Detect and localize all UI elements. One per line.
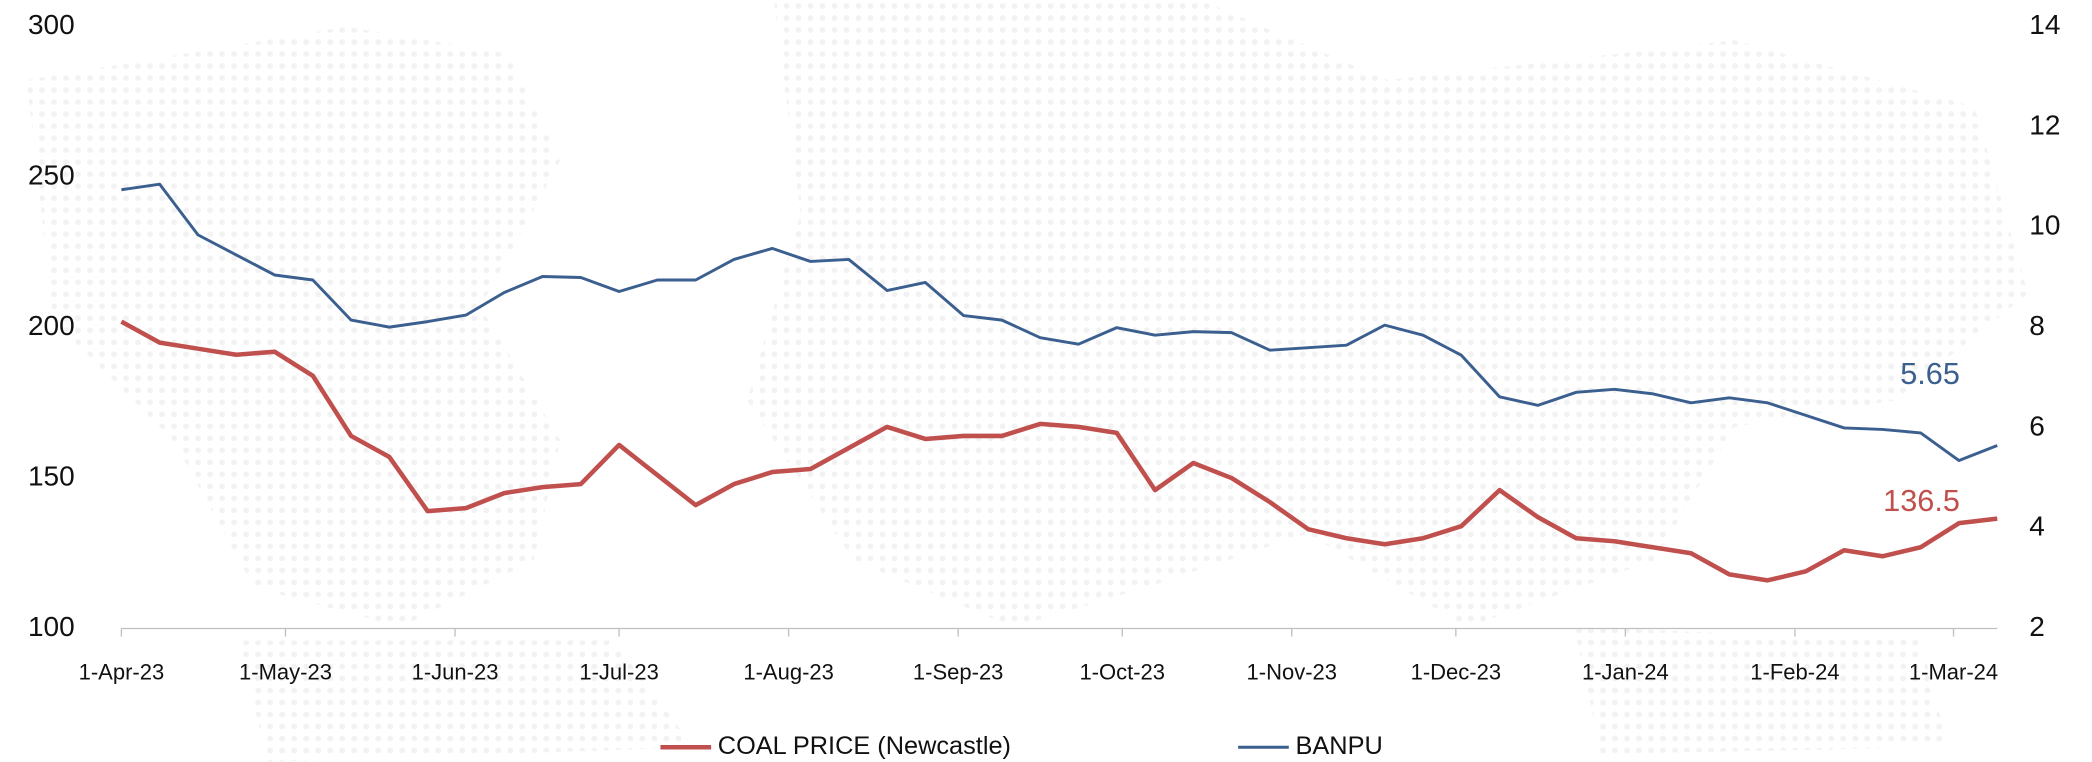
series-line xyxy=(121,182,1998,462)
plot-area: 136.5 5.65 xyxy=(120,182,1998,583)
x-tick-label: 1-Jul-23 xyxy=(579,660,658,685)
y2-tick-label: 6 xyxy=(2029,410,2045,441)
x-tick-label: 1-Apr-23 xyxy=(79,660,165,685)
x-tick-label: 1-Nov-23 xyxy=(1247,660,1337,685)
axes: 100 150 200 250 300 2 4 6 8 10 12 14 1-Apr-23 1-May-2… xyxy=(28,9,2060,684)
x-tick-label: 1-Dec-23 xyxy=(1411,660,1501,685)
x-tick-label: 1-Oct-23 xyxy=(1079,660,1165,685)
y2-tick-label: 4 xyxy=(2029,511,2045,542)
x-tick-label: 1-Mar-24 xyxy=(1909,660,1998,685)
x-tick-label: 1-Sep-23 xyxy=(913,660,1004,685)
y2-tick-label: 8 xyxy=(2029,310,2045,341)
y2-tick-label: 12 xyxy=(2029,109,2060,140)
y-tick-label: 200 xyxy=(28,310,75,341)
y-tick-label: 250 xyxy=(28,160,75,191)
y2-tick-label: 2 xyxy=(2029,611,2045,642)
legend-label: BANPU xyxy=(1295,732,1382,760)
data-label: 136.5 xyxy=(1883,483,1960,518)
legend-label: COAL PRICE (Newcastle) xyxy=(718,732,1011,760)
data-label: 5.65 xyxy=(1900,356,1960,391)
x-tick-label: 1-Feb-24 xyxy=(1750,660,1839,685)
series-line xyxy=(120,319,1998,583)
x-tick-label: 1-Jun-23 xyxy=(412,660,499,685)
x-tick-label: 1-Aug-23 xyxy=(743,660,834,685)
x-tick-label: 1-Jan-24 xyxy=(1582,660,1669,685)
x-tick-label: 1-May-23 xyxy=(239,660,332,685)
legend: COAL PRICE (Newcastle) BANPU xyxy=(660,732,1383,760)
y2-tick-label: 10 xyxy=(2029,210,2060,241)
y-tick-label: 150 xyxy=(28,460,75,491)
y2-tick-label: 14 xyxy=(2029,9,2060,40)
y-tick-label: 100 xyxy=(28,611,75,642)
y-tick-label: 300 xyxy=(28,9,75,40)
